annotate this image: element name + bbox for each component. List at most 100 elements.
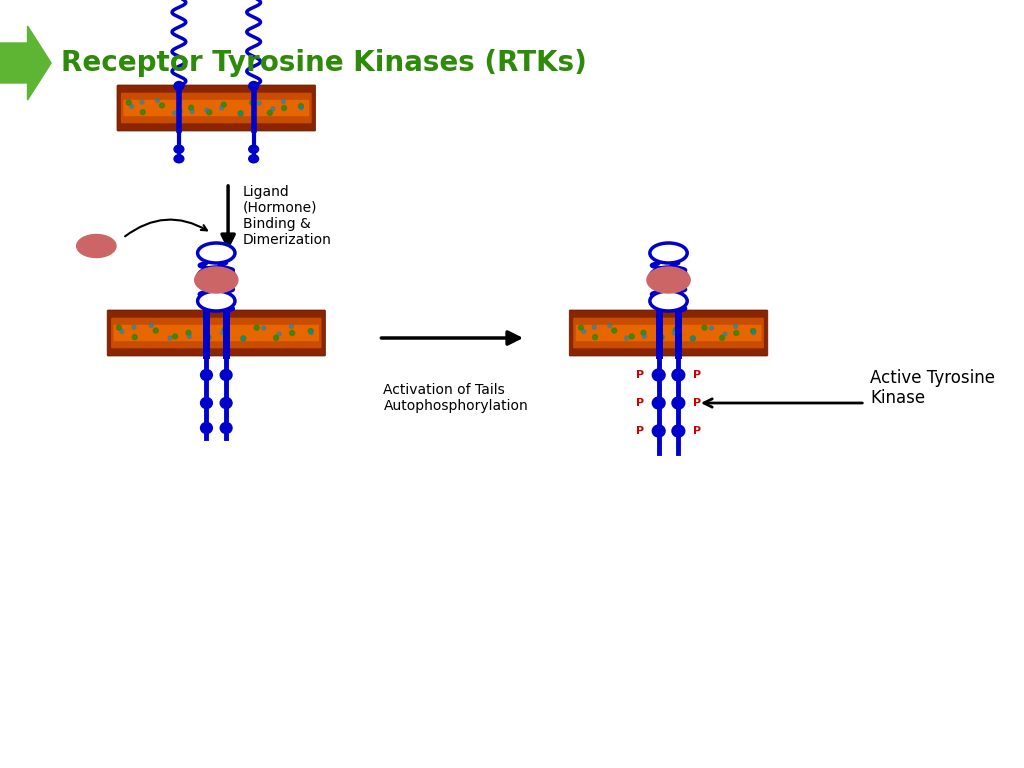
Ellipse shape — [126, 100, 131, 105]
Text: P: P — [693, 426, 701, 436]
Ellipse shape — [592, 325, 596, 329]
Ellipse shape — [723, 332, 727, 336]
Ellipse shape — [198, 291, 234, 311]
Ellipse shape — [239, 111, 243, 116]
Ellipse shape — [198, 243, 234, 263]
Ellipse shape — [249, 145, 259, 153]
Ellipse shape — [195, 267, 238, 293]
Ellipse shape — [150, 323, 154, 327]
Ellipse shape — [657, 333, 662, 337]
Ellipse shape — [220, 422, 232, 433]
Ellipse shape — [220, 369, 232, 380]
Ellipse shape — [221, 331, 224, 335]
Ellipse shape — [174, 81, 184, 91]
Ellipse shape — [220, 398, 232, 409]
Ellipse shape — [206, 335, 211, 339]
Ellipse shape — [582, 329, 586, 333]
Ellipse shape — [641, 330, 646, 335]
Text: P: P — [636, 426, 644, 436]
Text: P: P — [693, 398, 701, 408]
Ellipse shape — [625, 336, 629, 340]
Text: P: P — [693, 370, 701, 380]
Ellipse shape — [672, 425, 685, 437]
Ellipse shape — [132, 335, 137, 339]
Ellipse shape — [221, 102, 226, 107]
FancyBboxPatch shape — [575, 325, 762, 341]
Ellipse shape — [190, 109, 195, 114]
FancyBboxPatch shape — [123, 100, 309, 116]
Ellipse shape — [120, 329, 124, 333]
Ellipse shape — [250, 100, 255, 105]
Ellipse shape — [130, 104, 133, 108]
Ellipse shape — [173, 334, 177, 339]
Ellipse shape — [270, 107, 274, 111]
Polygon shape — [0, 26, 51, 100]
Ellipse shape — [174, 145, 184, 153]
Ellipse shape — [204, 333, 208, 337]
Ellipse shape — [201, 369, 212, 380]
Text: Receptor Tyrosine Kinases (RTKs): Receptor Tyrosine Kinases (RTKs) — [61, 49, 587, 77]
Ellipse shape — [267, 111, 272, 115]
Ellipse shape — [262, 326, 265, 330]
FancyBboxPatch shape — [117, 85, 315, 131]
FancyBboxPatch shape — [569, 310, 768, 356]
Ellipse shape — [751, 329, 756, 333]
Ellipse shape — [207, 110, 212, 115]
Ellipse shape — [674, 327, 679, 332]
Ellipse shape — [201, 422, 212, 433]
Ellipse shape — [642, 334, 646, 339]
Ellipse shape — [298, 104, 303, 108]
Ellipse shape — [652, 369, 665, 381]
Ellipse shape — [593, 335, 597, 339]
Ellipse shape — [650, 267, 687, 287]
Ellipse shape — [241, 336, 246, 341]
Ellipse shape — [702, 325, 707, 330]
Ellipse shape — [647, 267, 690, 293]
Ellipse shape — [282, 99, 286, 104]
Ellipse shape — [201, 398, 212, 409]
Ellipse shape — [672, 397, 685, 409]
Text: Active Tyrosine
Kinase: Active Tyrosine Kinase — [870, 369, 995, 407]
Ellipse shape — [290, 330, 295, 336]
Ellipse shape — [154, 328, 159, 333]
Ellipse shape — [187, 334, 191, 339]
Ellipse shape — [710, 326, 714, 330]
Ellipse shape — [308, 329, 313, 333]
Ellipse shape — [220, 106, 224, 110]
Ellipse shape — [249, 81, 259, 91]
FancyBboxPatch shape — [111, 318, 322, 349]
FancyBboxPatch shape — [573, 318, 764, 349]
Ellipse shape — [140, 100, 144, 104]
Ellipse shape — [205, 108, 209, 112]
FancyBboxPatch shape — [114, 325, 319, 341]
Ellipse shape — [752, 331, 756, 335]
Ellipse shape — [290, 324, 294, 329]
Ellipse shape — [174, 155, 184, 163]
Ellipse shape — [309, 331, 313, 335]
Ellipse shape — [160, 103, 165, 108]
Text: Activation of Tails
Autophosphorylation: Activation of Tails Autophosphorylation — [383, 383, 528, 413]
Ellipse shape — [672, 331, 676, 335]
Ellipse shape — [198, 267, 234, 287]
Ellipse shape — [257, 101, 261, 105]
Ellipse shape — [254, 325, 259, 330]
Ellipse shape — [177, 109, 182, 114]
Text: P: P — [636, 370, 644, 380]
Ellipse shape — [659, 335, 664, 339]
Ellipse shape — [242, 336, 246, 340]
Ellipse shape — [579, 325, 584, 330]
Text: P: P — [636, 398, 644, 408]
Ellipse shape — [273, 336, 279, 340]
Ellipse shape — [239, 111, 243, 115]
Ellipse shape — [650, 291, 687, 311]
Ellipse shape — [132, 325, 136, 329]
Text: Ligand
(Hormone)
Binding &
Dimerization: Ligand (Hormone) Binding & Dimerization — [243, 184, 332, 247]
Ellipse shape — [77, 234, 116, 257]
Ellipse shape — [611, 328, 616, 333]
Ellipse shape — [652, 397, 665, 409]
Ellipse shape — [672, 369, 685, 381]
Ellipse shape — [188, 105, 194, 110]
Ellipse shape — [282, 105, 287, 111]
Ellipse shape — [720, 336, 725, 340]
Ellipse shape — [691, 336, 695, 340]
